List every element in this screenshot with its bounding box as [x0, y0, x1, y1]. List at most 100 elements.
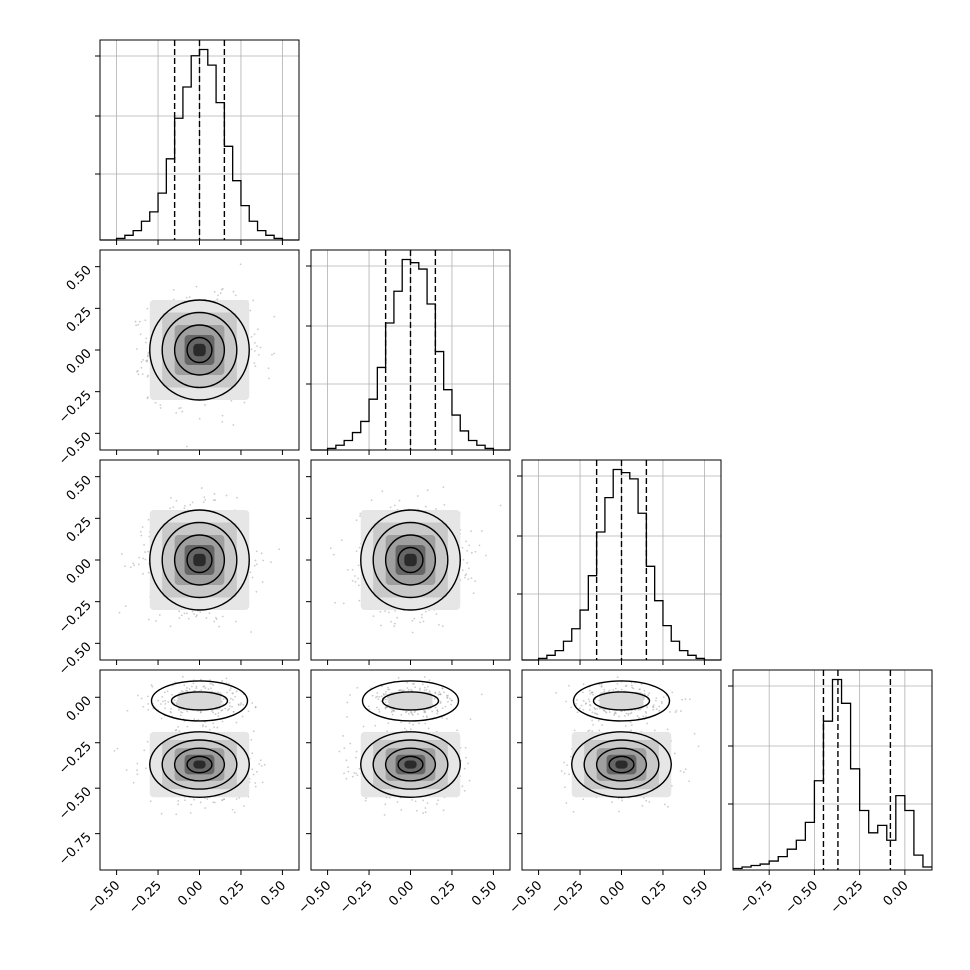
scatter-point — [213, 620, 216, 623]
scatter-point — [410, 688, 412, 691]
scatter-point — [271, 353, 273, 356]
scatter-point — [232, 710, 235, 713]
scatter-point — [124, 605, 127, 607]
scatter-point — [592, 723, 594, 726]
scatter-point — [232, 424, 235, 426]
scatter-point — [351, 579, 354, 582]
scatter-point — [188, 688, 191, 690]
scatter-point — [170, 496, 172, 499]
scatter-point — [380, 624, 382, 627]
scatter-point — [688, 780, 691, 783]
scatter-point — [443, 503, 446, 506]
contour-line — [186, 546, 213, 574]
scatter-point — [422, 799, 424, 802]
scatter-point — [256, 345, 258, 348]
scatter-point — [223, 798, 226, 801]
density-block — [193, 760, 206, 769]
scatter-point — [380, 685, 383, 688]
scatter-point — [393, 622, 396, 625]
scatter-point — [425, 715, 428, 718]
scatter-point — [466, 561, 469, 564]
scatter-point — [234, 620, 237, 623]
scatter-point — [444, 705, 447, 708]
scatter-point — [204, 807, 207, 809]
histogram-panel-p1 — [95, 39, 300, 241]
scatter-point — [221, 680, 224, 682]
scatter-point — [251, 768, 254, 771]
scatter-point — [351, 775, 354, 778]
scatter-point — [413, 617, 416, 620]
contour-line — [149, 509, 250, 611]
scatter-point — [195, 614, 198, 617]
scatter-point — [630, 729, 632, 732]
pair-panel-p2-p3 — [310, 459, 511, 661]
scatter-point — [205, 617, 208, 619]
scatter-point — [140, 534, 143, 537]
scatter-point — [175, 499, 178, 502]
pair-contents — [329, 486, 502, 634]
scatter-point — [358, 546, 361, 549]
scatter-point — [140, 361, 143, 363]
scatter-point — [215, 618, 218, 621]
scatter-point — [200, 678, 202, 681]
scatter-point — [253, 564, 256, 567]
scatter-point — [400, 689, 403, 692]
contour-line — [149, 731, 250, 798]
scatter-point — [424, 722, 427, 725]
scatter-point — [204, 404, 206, 406]
scatter-point — [450, 699, 453, 702]
scatter-point — [433, 697, 436, 700]
scatter-point — [169, 507, 171, 510]
scatter-point — [646, 722, 649, 725]
scatter-point — [140, 697, 143, 700]
scatter-point — [235, 721, 238, 724]
scatter-point — [442, 486, 445, 489]
scatter-point — [423, 686, 426, 689]
scatter-point — [145, 337, 148, 340]
scatter-point — [261, 781, 264, 784]
scatter-point — [261, 581, 264, 583]
scatter-point — [193, 718, 196, 721]
scatter-point — [427, 727, 430, 730]
scatter-point — [591, 719, 594, 722]
scatter-point — [190, 803, 193, 806]
density-block — [193, 553, 206, 567]
scatter-point — [183, 612, 186, 615]
scatter-point — [349, 742, 352, 745]
scatter-point — [253, 333, 256, 336]
scatter-point — [565, 802, 568, 804]
scatter-point — [465, 540, 467, 543]
scatter-point — [424, 807, 427, 809]
scatter-point — [347, 770, 350, 773]
scatter-point — [189, 503, 192, 506]
scatter-point — [468, 779, 471, 782]
scatter-point — [463, 767, 466, 770]
scatter-point — [254, 341, 256, 344]
scatter-point — [154, 401, 157, 404]
scatter-point — [260, 764, 263, 767]
contour-line — [173, 324, 226, 376]
scatter-point — [378, 708, 380, 711]
scatter-point — [600, 683, 603, 686]
scatter-point — [380, 700, 383, 703]
scatter-point — [396, 616, 399, 619]
contour-line — [161, 739, 238, 790]
scatter-point — [193, 798, 196, 801]
scatter-point — [384, 698, 387, 701]
density-block — [177, 691, 222, 710]
scatter-point — [391, 713, 394, 716]
scatter-point — [147, 618, 150, 621]
scatter-point — [234, 695, 237, 698]
scatter-point — [447, 700, 449, 703]
scatter-point — [164, 699, 167, 702]
scatter-point — [147, 571, 150, 574]
scatter-point — [206, 798, 209, 800]
scatter-point — [441, 716, 443, 719]
scatter-point — [424, 505, 427, 508]
pair-panel-p1-p2 — [99, 249, 300, 451]
scatter-point — [423, 709, 425, 712]
scatter-point — [147, 709, 150, 711]
scatter-point — [658, 705, 661, 708]
pair-contents — [134, 263, 276, 448]
scatter-point — [421, 613, 423, 616]
